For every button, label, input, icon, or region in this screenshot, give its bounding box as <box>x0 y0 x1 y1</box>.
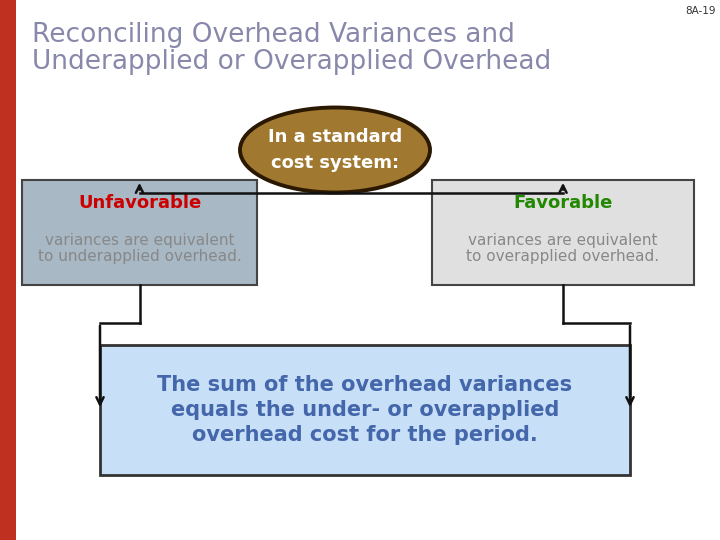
Text: variances are equivalent: variances are equivalent <box>45 233 234 248</box>
FancyBboxPatch shape <box>432 180 694 285</box>
Text: In a standard: In a standard <box>268 128 402 146</box>
Text: 8A-19: 8A-19 <box>685 6 716 16</box>
Text: Favorable: Favorable <box>513 194 613 212</box>
Text: to underapplied overhead.: to underapplied overhead. <box>37 249 241 264</box>
FancyBboxPatch shape <box>0 0 16 540</box>
FancyBboxPatch shape <box>100 345 630 475</box>
Text: to overapplied overhead.: to overapplied overhead. <box>467 249 660 264</box>
Text: Underapplied or Overapplied Overhead: Underapplied or Overapplied Overhead <box>32 49 552 75</box>
Text: Unfavorable: Unfavorable <box>78 194 201 212</box>
Ellipse shape <box>240 107 430 192</box>
Text: The sum of the overhead variances: The sum of the overhead variances <box>158 375 572 395</box>
Text: equals the under- or overapplied: equals the under- or overapplied <box>171 400 559 420</box>
Text: Reconciling Overhead Variances and: Reconciling Overhead Variances and <box>32 22 515 48</box>
Text: variances are equivalent: variances are equivalent <box>468 233 658 248</box>
FancyBboxPatch shape <box>22 180 257 285</box>
Text: overhead cost for the period.: overhead cost for the period. <box>192 425 538 445</box>
Text: cost system:: cost system: <box>271 154 399 172</box>
